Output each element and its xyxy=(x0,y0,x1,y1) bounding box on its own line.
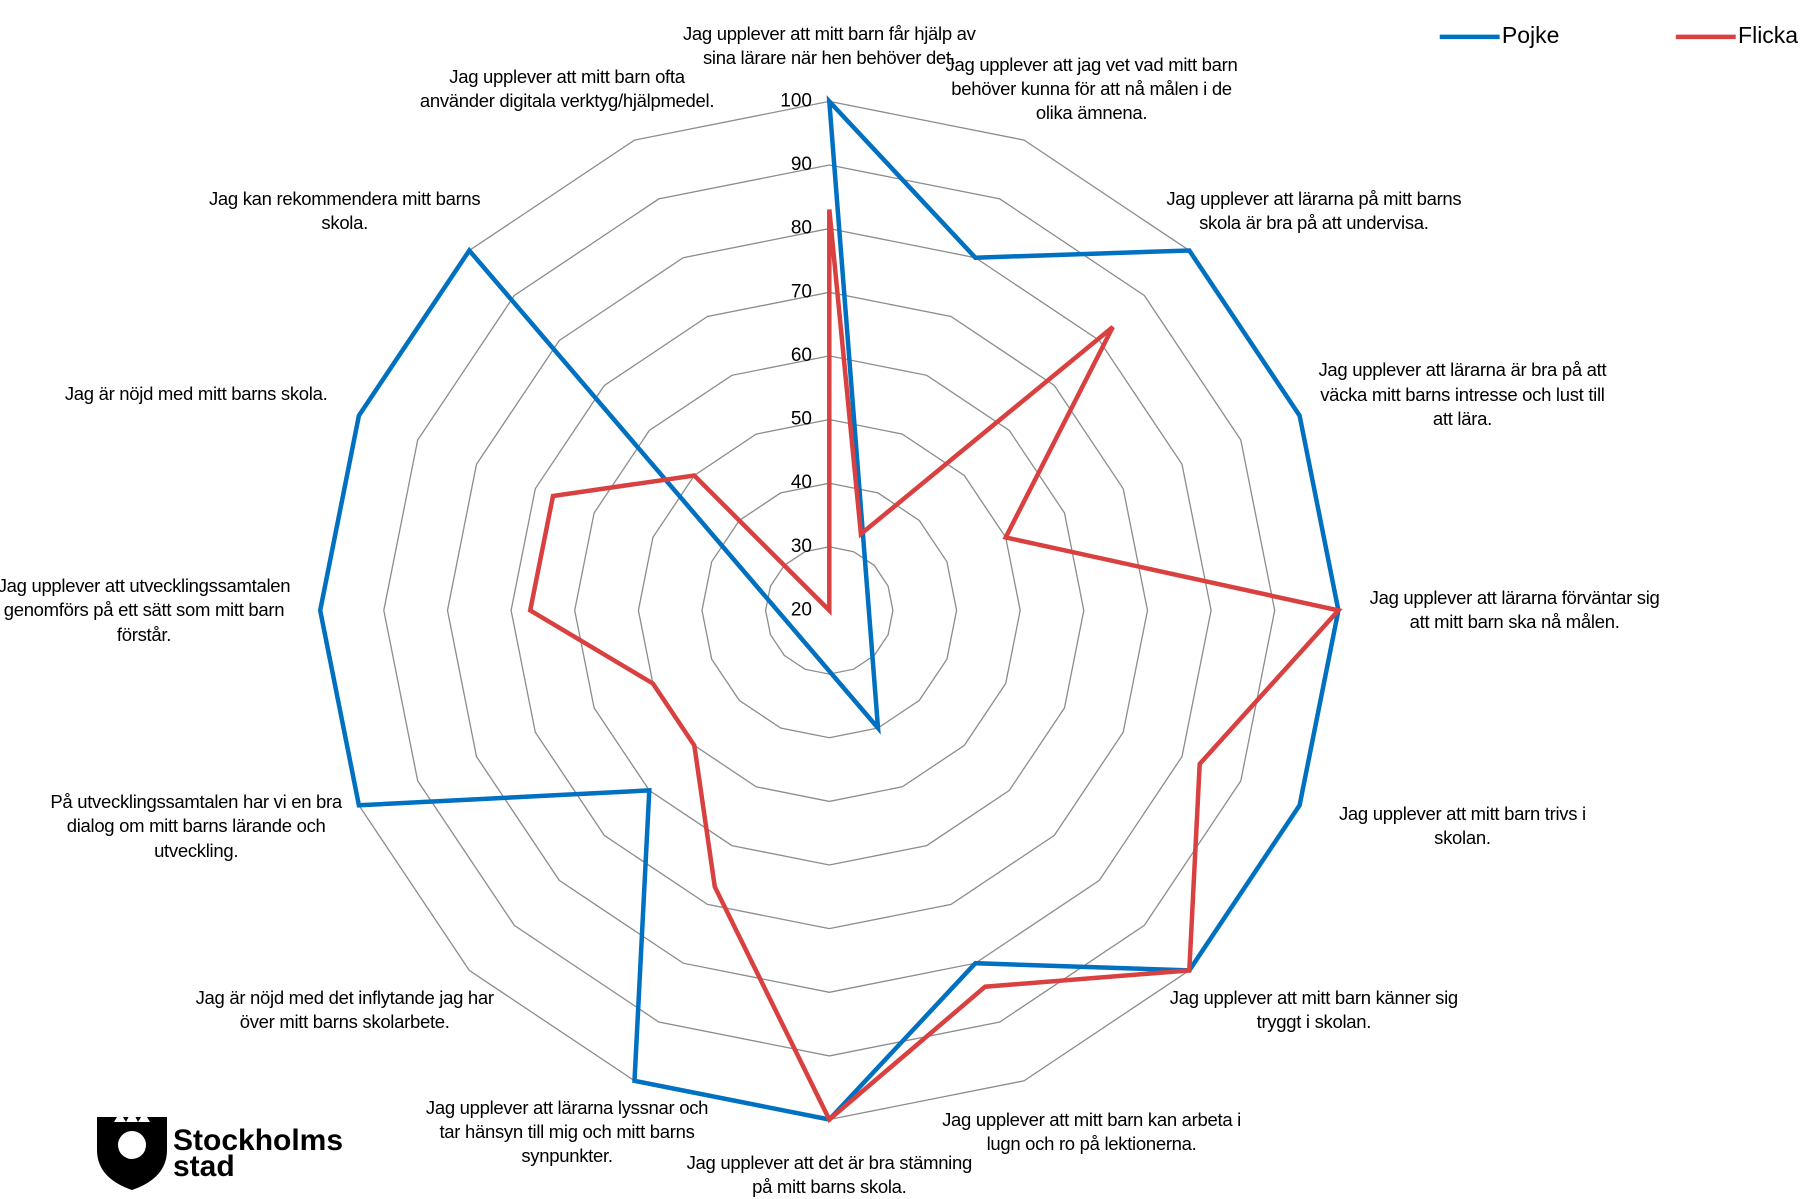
logo-crown xyxy=(114,1110,150,1122)
axis-label: Jag upplever att utvecklingssamtalen gen… xyxy=(0,575,291,645)
grid-ring xyxy=(446,227,1212,993)
axis-label: Jag är nöjd med det inflytande jag har ö… xyxy=(195,986,494,1032)
axis-label: Jag upplever att det är bra stämning på … xyxy=(686,1151,973,1197)
grid-ring xyxy=(637,418,1021,803)
axis-label: Jag upplever att lärarna lyssnar och tar… xyxy=(425,1096,709,1166)
axis-label: Jag upplever att mitt barn ofta använder… xyxy=(419,65,715,112)
legend-item: Flicka xyxy=(1675,22,1798,48)
logo-face xyxy=(118,1131,146,1159)
series-line xyxy=(527,209,1343,1124)
axis-label: Jag upplever att mitt barn känner sig tr… xyxy=(1169,986,1458,1032)
r-tick-label: 40 xyxy=(791,472,812,493)
grid-ring xyxy=(510,291,1149,930)
r-tick-label: 80 xyxy=(791,218,812,239)
r-tick-label: 60 xyxy=(791,345,812,366)
logo: Stockholms stad xyxy=(97,1110,343,1190)
r-tick-label: 30 xyxy=(791,536,812,557)
axis-label: Jag upplever att lärarna på mitt barns s… xyxy=(1166,188,1462,234)
r-tick-label: 100 xyxy=(780,90,812,111)
r-tick-label: 70 xyxy=(791,281,812,302)
axis-label: Jag är nöjd med mitt barns skola. xyxy=(64,383,328,405)
axis-label: Jag upplever att mitt barn trivs i skola… xyxy=(1338,803,1586,849)
logo-text: Stockholms xyxy=(173,1124,343,1157)
axis-label: Jag upplever att mitt barn får hjälp av … xyxy=(682,23,976,69)
r-tick-label: 90 xyxy=(791,154,812,175)
grid-ring xyxy=(383,164,1276,1057)
r-tick-label: 50 xyxy=(791,409,812,430)
axis-label: På utvecklingssamtalen har vi en bra dia… xyxy=(50,791,342,861)
legend-label: Pojke xyxy=(1502,22,1560,48)
axis-label: Jag upplever att mitt barn kan arbeta i … xyxy=(942,1108,1241,1154)
r-tick-label: 20 xyxy=(791,599,812,620)
axis-label: Jag kan rekommendera mitt barns skola. xyxy=(208,188,481,234)
legend-label: Flicka xyxy=(1738,22,1798,48)
legend-item: Pojke xyxy=(1439,22,1560,48)
axis-label: Jag upplever att jag vet vad mitt barn b… xyxy=(945,53,1238,124)
axis-label: Jag upplever att lärarna är bra på att v… xyxy=(1318,359,1607,429)
logo-text: stad xyxy=(173,1150,235,1183)
axis-label: Jag upplever att lärarna förväntar sig a… xyxy=(1369,587,1660,633)
grid-ring xyxy=(701,482,958,739)
